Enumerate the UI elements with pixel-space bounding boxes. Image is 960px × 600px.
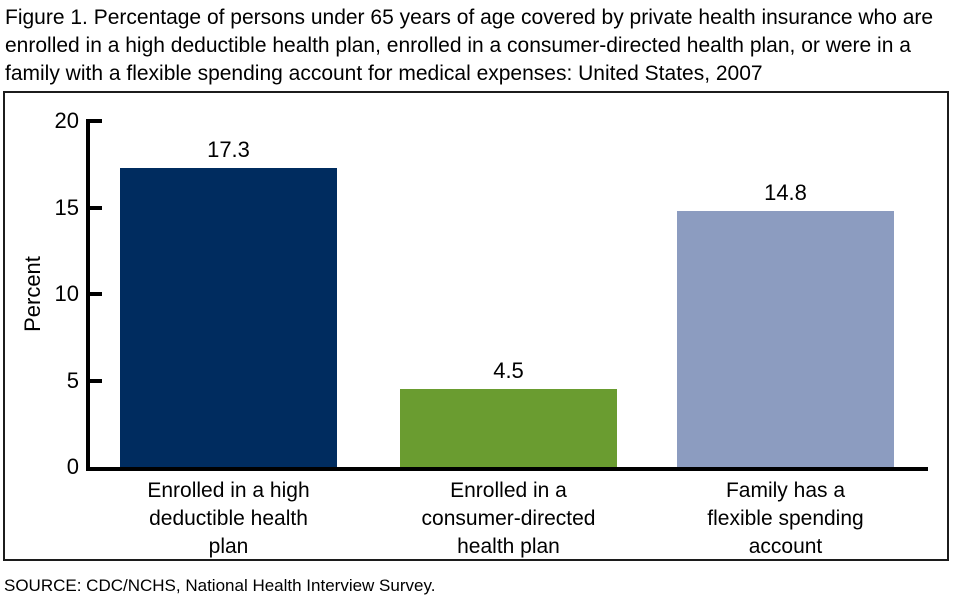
y-axis-tick [86,292,102,296]
x-axis-line [86,467,928,471]
category-label: Family has a flexible spending account [707,479,864,558]
y-axis-tick-label: 15 [54,194,79,220]
source-note: SOURCE: CDC/NCHS, National Health Interv… [4,576,436,595]
category-label: Enrolled in a consumer-directed health p… [421,479,596,558]
y-axis-tick [86,378,102,383]
category-label: Enrolled in a high deductible health pla… [147,479,310,558]
bar-2 [400,389,617,467]
y-axis-tick [86,119,102,123]
figure-title: Figure 1. Percentage of persons under 65… [5,6,934,85]
y-axis-tick-label: 10 [54,281,79,306]
y-axis-line [86,121,90,471]
bar-value-label: 14.8 [764,179,807,205]
y-axis-tick-label: 5 [66,367,79,393]
chart-frame: Percent 0 5 10 15 20 17.3 Enrolled in a high d… [3,91,949,561]
y-axis-tick [86,205,102,210]
y-axis-tick-label: 20 [54,108,79,133]
bar-value-label: 4.5 [493,358,524,384]
y-axis-tick-label: 0 [66,454,79,479]
bar-3 [677,210,894,467]
plot-area: Percent 0 5 10 15 20 17.3 Enrolled in a high d… [5,93,947,559]
bar-value-label: 17.3 [207,136,250,162]
bar-1 [120,167,337,467]
